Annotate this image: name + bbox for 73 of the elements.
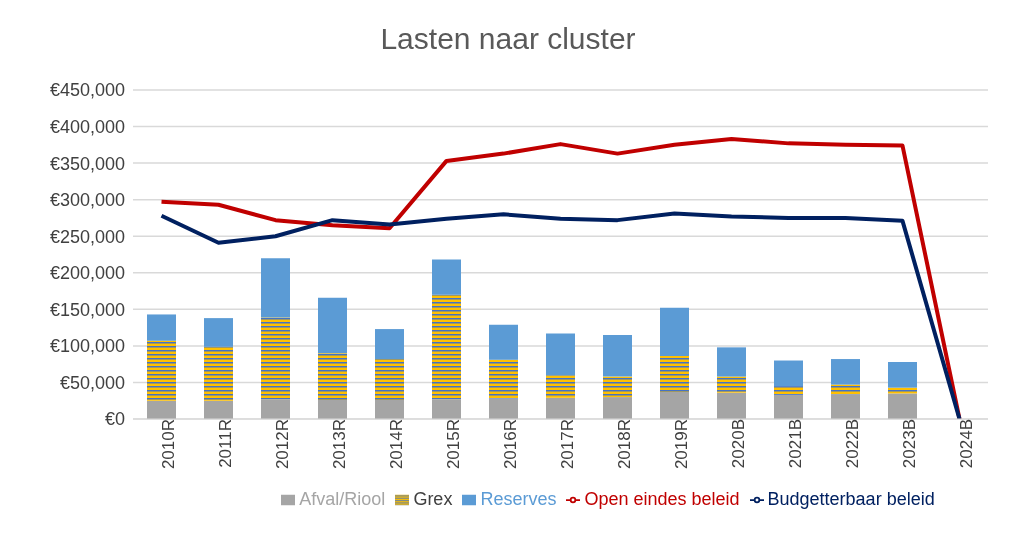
- bar: [375, 399, 404, 419]
- legend-label: Open eindes beleid: [584, 489, 740, 509]
- bar: [603, 376, 632, 398]
- x-tick-label: 2012R: [272, 419, 292, 470]
- bar: [147, 400, 176, 419]
- bar: [660, 356, 689, 392]
- y-tick-label: €350,000: [49, 153, 125, 174]
- x-tick-label: 2020B: [728, 419, 748, 469]
- bar: [375, 359, 404, 400]
- legend-label: Budgetterbaar beleid: [767, 489, 935, 509]
- bar: [831, 359, 860, 385]
- x-tick-label: 2018R: [614, 419, 634, 470]
- bar: [717, 392, 746, 419]
- x-tick-label: 2010R: [158, 419, 178, 470]
- legend-label: Grex: [413, 489, 453, 509]
- bar: [432, 399, 461, 419]
- bar: [774, 394, 803, 419]
- x-tick-label: 2022B: [842, 419, 862, 469]
- bar: [489, 324, 518, 360]
- bar: [660, 391, 689, 419]
- legend-label: Afval/Riool: [299, 489, 386, 509]
- bar: [318, 399, 347, 419]
- bar: [774, 360, 803, 387]
- bar: [603, 397, 632, 419]
- bar: [204, 318, 233, 347]
- bar: [546, 375, 575, 398]
- x-tick-label: 2024B: [956, 419, 976, 469]
- bar: [261, 399, 290, 419]
- x-tick-label: 2017R: [557, 419, 577, 470]
- bar: [546, 397, 575, 419]
- bar: [147, 314, 176, 341]
- bar: [717, 347, 746, 377]
- y-tick-label: €200,000: [49, 263, 125, 284]
- bar: [831, 394, 860, 419]
- bar: [432, 294, 461, 400]
- y-tick-label: €100,000: [49, 336, 125, 357]
- bar: [546, 333, 575, 376]
- bar: [489, 359, 518, 399]
- y-tick-label: €300,000: [49, 190, 125, 211]
- bar: [147, 340, 176, 401]
- y-tick-label: €450,000: [49, 80, 125, 101]
- bar: [774, 386, 803, 395]
- x-tick-label: 2014R: [386, 419, 406, 470]
- legend-label: Reserves: [480, 489, 557, 509]
- bar: [888, 361, 917, 388]
- x-tick-label: 2019R: [671, 419, 691, 470]
- x-tick-label: 2016R: [500, 419, 520, 470]
- chart-title: Lasten naar cluster: [379, 21, 637, 57]
- y-tick-label: €400,000: [49, 116, 125, 137]
- bar: [489, 398, 518, 419]
- bar: [831, 384, 860, 395]
- bar: [318, 297, 347, 354]
- bar: [888, 393, 917, 419]
- bar: [603, 334, 632, 377]
- x-tick-label: 2023B: [899, 419, 919, 469]
- bar: [432, 259, 461, 295]
- bar: [660, 307, 689, 357]
- bar: [261, 317, 290, 400]
- x-tick-label: 2015R: [443, 419, 463, 470]
- bar: [717, 376, 746, 393]
- y-tick-label: €50,000: [59, 372, 125, 393]
- line-series: [159, 211, 962, 419]
- x-tick-label: 2021B: [785, 419, 805, 469]
- bar: [318, 353, 347, 400]
- y-tick-label: €150,000: [49, 299, 125, 320]
- bar: [261, 258, 290, 318]
- bar: [375, 329, 404, 360]
- x-tick-label: 2011R: [215, 419, 235, 468]
- y-tick-label: €0: [104, 409, 125, 430]
- bar: [204, 400, 233, 419]
- y-tick-label: €250,000: [49, 226, 125, 247]
- x-tick-label: 2013R: [329, 419, 349, 470]
- bar: [204, 346, 233, 401]
